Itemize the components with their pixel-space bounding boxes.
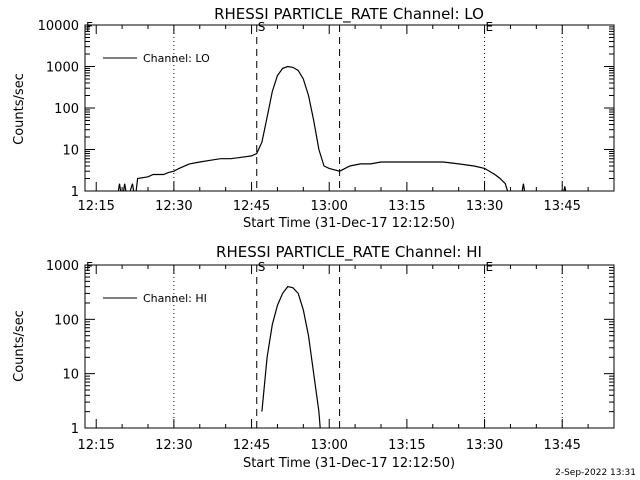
x-axis-label: Start Time (31-Dec-17 12:12:50) <box>243 216 455 231</box>
chart-title: RHESSI PARTICLE_RATE Channel: LO <box>214 5 484 24</box>
y-axis-label: Counts/sec <box>12 73 27 145</box>
x-tick-label: 13:15 <box>388 199 425 214</box>
x-tick-label: 13:45 <box>543 438 580 453</box>
x-tick-label: 12:45 <box>233 199 270 214</box>
y-tick-label: 10000 <box>38 19 79 34</box>
series-line <box>261 285 321 428</box>
y-tick-label: 10 <box>62 144 79 159</box>
x-tick-label: 13:00 <box>310 199 347 214</box>
x-tick-label: 12:30 <box>155 438 192 453</box>
y-tick-label: 1 <box>71 422 79 437</box>
chart-panel-hi: RHESSI PARTICLE_RATE Channel: HI Start T… <box>12 243 615 471</box>
legend-label: Channel: HI <box>143 292 207 305</box>
x-tick-label: 12:15 <box>77 199 114 214</box>
y-axis-label: Counts/sec <box>12 310 27 382</box>
x-axis-label: Start Time (31-Dec-17 12:12:50) <box>243 456 455 471</box>
chart-panel-lo: RHESSI PARTICLE_RATE Channel: LO Start T… <box>12 5 615 231</box>
y-tick-label: 100 <box>54 102 79 117</box>
y-tick-label: 1000 <box>46 259 79 274</box>
chart-title: RHESSI PARTICLE_RATE Channel: HI <box>216 243 482 262</box>
x-tick-label: 13:15 <box>388 438 425 453</box>
x-tick-label: 13:00 <box>310 438 347 453</box>
x-tick-label: 12:45 <box>233 438 270 453</box>
plot-frame <box>84 264 615 429</box>
y-tick-label: 10 <box>62 368 79 383</box>
y-tick-label: 100 <box>54 313 79 328</box>
time-marker-label: F <box>86 260 93 274</box>
time-marker-label: E <box>486 260 494 274</box>
time-marker-label: F <box>86 20 93 34</box>
x-tick-label: 13:30 <box>466 199 503 214</box>
y-tick-label: 1 <box>71 185 79 200</box>
legend-label: Channel: LO <box>143 52 210 65</box>
time-marker-label: S <box>258 260 266 274</box>
y-tick-label: 1000 <box>46 61 79 76</box>
generation-timestamp: 2-Sep-2022 13:31 <box>555 468 636 478</box>
time-marker-label: S <box>258 20 266 34</box>
x-tick-label: 12:30 <box>155 199 192 214</box>
x-tick-label: 13:30 <box>466 438 503 453</box>
series-line <box>117 65 567 191</box>
x-tick-label: 13:45 <box>543 199 580 214</box>
x-tick-label: 12:15 <box>77 438 114 453</box>
time-marker-label: E <box>486 20 494 34</box>
